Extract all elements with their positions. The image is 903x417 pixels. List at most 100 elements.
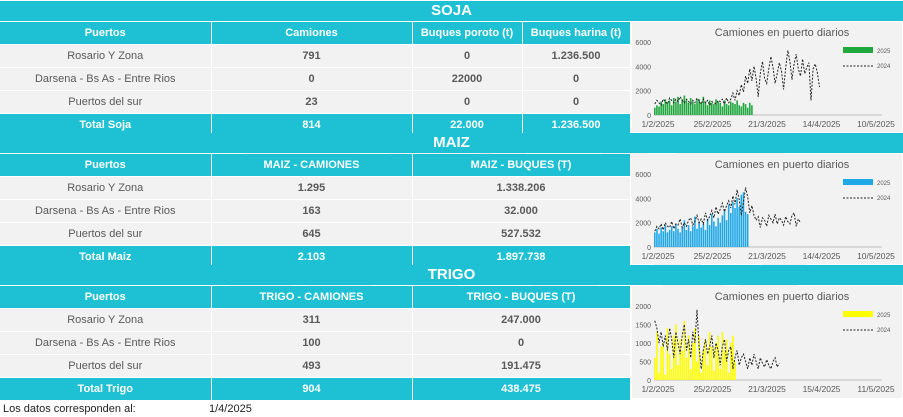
bar-2025 <box>654 232 656 247</box>
bar-2025 <box>664 99 667 115</box>
bar-2025 <box>702 223 705 247</box>
bar-2025 <box>679 232 681 247</box>
bar-2025 <box>736 100 738 115</box>
x-tick-label: 21/3/2025 <box>748 119 786 129</box>
bar-2025 <box>662 343 665 380</box>
cell-value: 0 <box>211 67 413 91</box>
bar-2025 <box>681 99 684 115</box>
x-tick-label: 25/2/2025 <box>694 119 732 129</box>
y-tick-label: 2000 <box>635 89 651 96</box>
bar-2025 <box>717 217 719 247</box>
footer-label: Los datos corresponden al: <box>3 403 136 415</box>
bar-2025 <box>742 102 745 115</box>
bar-2025 <box>700 227 703 247</box>
bar-2025 <box>706 105 709 115</box>
port-name: Rosario Y Zona <box>0 176 212 200</box>
y-tick-label: 0 <box>647 378 651 385</box>
table-row: Darsena - Bs As - Entre Rios 100 0 <box>0 331 631 355</box>
bar-2025 <box>666 102 669 115</box>
trigo-section-title: TRIGO <box>0 265 903 285</box>
bar-2025 <box>719 222 722 247</box>
table-row: Darsena - Bs As - Entre Rios 163 32.000 <box>0 199 631 223</box>
bar-2025 <box>681 227 684 247</box>
bar-2025 <box>666 328 669 380</box>
cell-value: 0 <box>412 44 523 68</box>
legend-swatch-2025 <box>843 311 873 317</box>
chart-title: Camiones en puerto diarios <box>715 27 850 39</box>
bar-2025 <box>744 211 747 247</box>
bar-2025 <box>683 220 686 247</box>
bar-2025 <box>670 368 673 380</box>
maiz-header-puertos: Puertos <box>0 154 212 177</box>
y-tick-label: 4000 <box>635 64 651 71</box>
bar-2025 <box>689 231 692 247</box>
cell-value: 791 <box>211 44 413 68</box>
cell-value: 645 <box>211 222 413 246</box>
cell-value: 191.475 <box>412 354 631 378</box>
bar-2025 <box>702 350 705 380</box>
bar-2025 <box>723 210 726 247</box>
y-tick-label: 0 <box>647 245 651 252</box>
bar-2025 <box>692 101 694 115</box>
bar-2025 <box>692 343 694 380</box>
bar-2025 <box>685 229 688 247</box>
trigo-header-puertos: Puertos <box>0 286 212 309</box>
x-tick-label: 25/2/2025 <box>694 384 732 394</box>
port-name: Puertos del sur <box>0 222 212 246</box>
soja-header-camiones: Camiones <box>211 22 413 45</box>
bar-2025 <box>749 102 751 115</box>
bar-2025 <box>704 339 707 380</box>
x-tick-label: 14/4/2025 <box>803 251 841 261</box>
bar-2025 <box>727 105 730 115</box>
bar-2025 <box>687 102 690 115</box>
cell-value: 0 <box>412 331 631 355</box>
soja-table: Puertos Camiones Buques poroto (t) Buque… <box>0 22 631 136</box>
soja-section-title: SOJA <box>0 1 903 21</box>
bar-2025 <box>725 104 728 115</box>
bar-2025 <box>746 214 749 247</box>
table-row: Rosario Y Zona 1.295 1.338.206 <box>0 176 631 200</box>
bar-2025 <box>677 96 679 115</box>
bar-2025 <box>692 226 694 247</box>
bar-2025 <box>727 372 730 380</box>
cell-value: 493 <box>211 354 413 378</box>
bar-2025 <box>744 104 747 115</box>
total-label: Total Soja <box>0 113 212 136</box>
cell-value: 527.532 <box>412 222 631 246</box>
x-tick-label: 1/2/2025 <box>641 384 674 394</box>
trigo-header-camiones: TRIGO - CAMIONES <box>211 286 413 309</box>
maiz-table: Puertos MAIZ - CAMIONES MAIZ - BUQUES (T… <box>0 154 631 268</box>
bar-2025 <box>708 331 711 380</box>
bar-2025 <box>658 106 660 115</box>
bar-2025 <box>711 214 713 247</box>
trigo-total-row: Total Trigo 904 438.475 <box>0 377 631 400</box>
bar-2025 <box>683 95 686 115</box>
bar-2025 <box>706 365 709 380</box>
port-name: Darsena - Bs As - Entre Rios <box>0 67 212 91</box>
bar-2025 <box>732 102 734 115</box>
bar-2025 <box>702 96 705 115</box>
bar-2025 <box>713 221 715 247</box>
bar-2025 <box>742 192 745 247</box>
port-name: Rosario Y Zona <box>0 44 212 68</box>
bar-2025 <box>715 99 717 115</box>
bar-2025 <box>696 361 698 380</box>
y-tick-label: 500 <box>639 360 651 367</box>
chart-title: Camiones en puerto diarios <box>715 159 850 171</box>
port-name: Darsena - Bs As - Entre Rios <box>0 331 212 355</box>
port-name: Rosario Y Zona <box>0 308 212 332</box>
x-tick-label: 25/2/2025 <box>694 251 732 261</box>
maiz-total-row: Total Maiz 2.103 1.897.738 <box>0 245 631 268</box>
bar-2025 <box>736 198 738 247</box>
bar-2025 <box>666 232 669 247</box>
x-tick-label: 10/5/2025 <box>857 119 895 129</box>
bar-2025 <box>704 101 707 115</box>
bar-2025 <box>734 361 736 380</box>
line-2024 <box>654 309 780 371</box>
bar-2025 <box>662 104 665 115</box>
bar-2025 <box>721 215 724 247</box>
table-row: Rosario Y Zona 791 0 1.236.500 <box>0 44 631 68</box>
bar-2025 <box>662 231 665 247</box>
table-row: Rosario Y Zona 311 247.000 <box>0 308 631 332</box>
soja-header-harina: Buques harina (t) <box>522 22 631 45</box>
